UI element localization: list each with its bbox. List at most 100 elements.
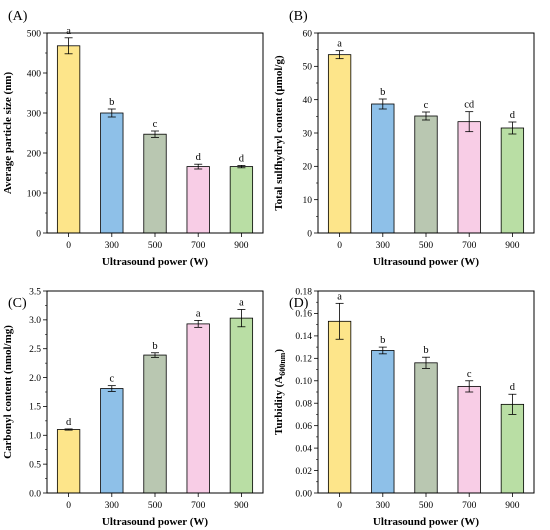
bar-700 xyxy=(186,323,210,494)
y-tick-label: 100 xyxy=(27,189,42,199)
bar-300 xyxy=(100,388,124,494)
y-tick-label: 0.08 xyxy=(295,400,312,410)
y-tick-label: 0.00 xyxy=(295,489,312,499)
panel-label: (B) xyxy=(289,9,308,24)
y-tick-label: 0.16 xyxy=(295,310,312,320)
x-axis-title: Ultrasound power (W) xyxy=(102,516,208,528)
bar-500 xyxy=(414,115,438,234)
significance-letter: a xyxy=(239,297,244,308)
significance-letter: a xyxy=(337,291,342,302)
significance-letter: b xyxy=(109,97,114,108)
x-tick-label: 500 xyxy=(148,241,163,251)
y-tick-label: 60 xyxy=(303,29,313,39)
x-axis-title: Ultrasound power (W) xyxy=(102,256,208,268)
significance-letter: d xyxy=(196,152,202,163)
y-axis-title: Total sulfhydryl content (μmol/g) xyxy=(273,55,285,211)
y-tick-label: 0.5 xyxy=(29,460,41,470)
chart-panel-4: (D) a 0 b 300 b 500 c 700 d 900 0.00 0.02 0.04 0.06 0.0… xyxy=(273,287,535,528)
bar-0 xyxy=(56,429,81,494)
error-bar-500 xyxy=(422,111,430,121)
bar-300 xyxy=(100,112,124,234)
x-tick-label: 700 xyxy=(191,241,206,251)
bar-0 xyxy=(327,54,352,234)
x-tick-label: 0 xyxy=(66,241,71,251)
x-tick-label: 900 xyxy=(234,501,249,511)
error-bar-700 xyxy=(465,111,474,133)
y-tick-label: 0 xyxy=(307,229,312,239)
x-tick-label: 700 xyxy=(462,241,477,251)
error-bar-300 xyxy=(378,346,387,355)
significance-letter: c xyxy=(153,119,158,130)
significance-letter: b xyxy=(380,87,385,98)
bar-0 xyxy=(327,320,352,494)
x-axis-title: Ultrasound power (W) xyxy=(373,516,479,528)
chart-panel-2: (B) a 0 b 300 c 500 cd 700 d 900 0 10 20 30 40 50 60 Ultra… xyxy=(273,9,535,268)
y-tick-label: 30 xyxy=(303,129,313,139)
chart-panel-1: (A) a 0 b 300 c 500 d 700 d 900 0 100 200 300 400 500 Ult… xyxy=(2,9,264,268)
y-tick-label: 2.0 xyxy=(29,374,41,384)
x-tick-label: 700 xyxy=(462,501,477,511)
bar-0 xyxy=(56,45,81,234)
y-tick-label: 3.5 xyxy=(29,287,41,297)
y-tick-label: 0.18 xyxy=(295,287,312,297)
y-tick-label: 0.14 xyxy=(295,332,312,342)
error-bar-0 xyxy=(335,302,344,340)
bar-500 xyxy=(143,354,167,494)
bar-900 xyxy=(229,166,254,234)
bar-900 xyxy=(500,403,525,494)
error-bar-900 xyxy=(237,164,246,169)
significance-letter: c xyxy=(467,369,472,380)
y-tick-label: 3.0 xyxy=(29,316,41,326)
y-tick-label: 0.06 xyxy=(295,422,312,432)
significance-letter: b xyxy=(423,345,428,356)
significance-letter: d xyxy=(510,110,516,121)
y-tick-label: 500 xyxy=(27,29,42,39)
significance-letter: b xyxy=(380,335,385,346)
significance-letter: c xyxy=(109,374,114,385)
y-tick-label: 400 xyxy=(27,69,42,79)
error-bar-500 xyxy=(151,130,159,138)
error-bar-300 xyxy=(107,385,116,392)
error-bar-300 xyxy=(107,108,116,118)
y-tick-label: 0 xyxy=(36,229,41,239)
y-axis-title: Average particle size (nm) xyxy=(2,72,14,195)
error-bar-900 xyxy=(237,309,246,328)
panel-label: (D) xyxy=(289,296,309,311)
x-tick-label: 0 xyxy=(337,241,342,251)
y-axis-title: Carbonyl content (nmol/mg) xyxy=(2,325,14,459)
significance-letter: a xyxy=(196,308,201,319)
y-tick-label: 40 xyxy=(303,96,313,106)
significance-letter: a xyxy=(66,26,71,37)
x-tick-label: 500 xyxy=(148,501,163,511)
error-bar-0 xyxy=(64,428,73,431)
bar-900 xyxy=(500,127,525,234)
bar-900 xyxy=(229,317,254,494)
x-tick-label: 0 xyxy=(66,501,71,511)
x-tick-label: 900 xyxy=(505,241,520,251)
x-tick-label: 300 xyxy=(376,241,391,251)
error-bar-700 xyxy=(465,380,474,393)
y-tick-label: 20 xyxy=(303,163,313,173)
bar-700 xyxy=(457,121,481,234)
significance-letter: c xyxy=(424,100,429,111)
x-tick-label: 300 xyxy=(105,501,120,511)
significance-letter: d xyxy=(239,153,245,164)
error-bar-500 xyxy=(151,352,159,358)
significance-letter: cd xyxy=(464,100,475,111)
error-bar-900 xyxy=(508,121,517,135)
bar-700 xyxy=(457,385,481,494)
y-tick-label: 0.10 xyxy=(295,377,312,387)
panel-label: (A) xyxy=(8,9,28,24)
y-tick-label: 0.04 xyxy=(295,444,312,454)
significance-letter: d xyxy=(510,382,516,393)
x-tick-label: 300 xyxy=(105,241,120,251)
significance-letter: d xyxy=(66,417,72,428)
bar-500 xyxy=(414,362,438,494)
y-tick-label: 1.5 xyxy=(29,403,41,413)
y-axis-title: Turbidity (A600nm) xyxy=(273,349,287,435)
y-tick-label: 300 xyxy=(27,109,42,119)
y-tick-label: 200 xyxy=(27,149,42,159)
y-tick-label: 0.12 xyxy=(295,355,312,365)
y-tick-label: 0.0 xyxy=(29,489,41,499)
